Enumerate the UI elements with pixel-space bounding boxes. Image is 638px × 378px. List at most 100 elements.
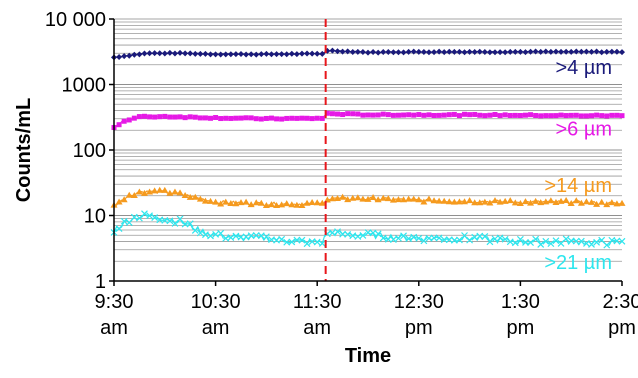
data-point [537,241,545,248]
data-point [177,49,184,56]
data-point [243,115,249,121]
y-tick-label: 10 000 [45,9,106,31]
data-point [182,115,188,121]
data-point [228,115,234,121]
data-point [608,48,615,55]
data-point [577,199,585,206]
data-point [207,232,214,240]
data-point [517,113,523,119]
data-point [273,202,281,209]
data-point [441,112,447,118]
x-tick-label-ampm: pm [405,317,433,339]
data-point [553,113,559,119]
data-point [121,53,128,60]
data-point [604,113,610,119]
data-point [288,50,295,57]
data-point [532,197,540,204]
data-point [456,113,462,119]
data-point [279,116,285,122]
data-point [201,197,209,204]
data-point [115,225,123,232]
data-point [375,49,382,56]
data-point [614,112,620,118]
data-point [389,196,397,203]
data-point [197,115,203,121]
data-point [472,111,478,117]
data-point [506,238,514,246]
series-1 [111,47,625,61]
data-point [233,115,239,121]
data-point [293,201,301,208]
data-point [577,237,585,245]
data-point [267,201,275,208]
data-point [613,200,621,207]
data-point [446,112,452,118]
data-point [583,48,590,55]
data-point [416,112,422,118]
data-point [415,48,422,55]
data-point [512,112,518,118]
data-point [161,50,168,57]
data-point [558,48,565,55]
data-point [227,234,235,241]
data-point [395,234,402,242]
data-point [303,240,311,248]
data-point [619,49,625,56]
data-point [619,113,625,119]
data-point [253,116,259,122]
data-point [415,196,423,203]
data-point [533,113,539,119]
data-point [304,115,310,121]
data-point [334,48,341,55]
data-point [440,236,448,244]
data-point [299,115,305,121]
data-point [116,122,122,128]
data-point [329,229,336,237]
data-point [446,48,453,55]
data-point [116,53,123,60]
data-point [365,112,371,118]
data-point [344,230,352,238]
data-point [410,195,418,202]
data-point [196,229,204,237]
data-point [507,48,514,55]
data-point [354,194,362,201]
data-point [354,233,362,240]
data-point [451,111,457,117]
data-point [552,48,559,55]
data-point [350,111,356,117]
data-point [242,198,250,205]
data-point [202,115,208,121]
data-point [177,114,183,120]
data-point [223,115,229,121]
data-point [496,234,504,242]
data-point [192,114,198,120]
data-point [598,236,606,244]
data-point [405,48,412,55]
data-point [257,232,265,240]
data-point [527,199,535,206]
data-point [430,234,438,242]
series-label: >14 µm [544,175,612,197]
data-point [258,51,265,58]
data-point [141,210,148,218]
data-point [502,49,509,56]
data-point [445,198,453,205]
data-point [477,112,483,118]
data-point [182,50,189,57]
data-point [186,193,194,200]
data-point [562,235,570,243]
data-point [125,219,133,227]
data-point [192,50,199,57]
data-point [532,235,540,243]
data-point [421,112,427,118]
data-point [202,231,209,239]
data-point [359,49,366,56]
data-point [430,197,438,204]
data-point [349,194,357,201]
data-point [355,111,361,117]
data-point [253,51,260,58]
data-point [441,49,448,56]
data-point [213,115,219,121]
data-point [608,199,616,206]
